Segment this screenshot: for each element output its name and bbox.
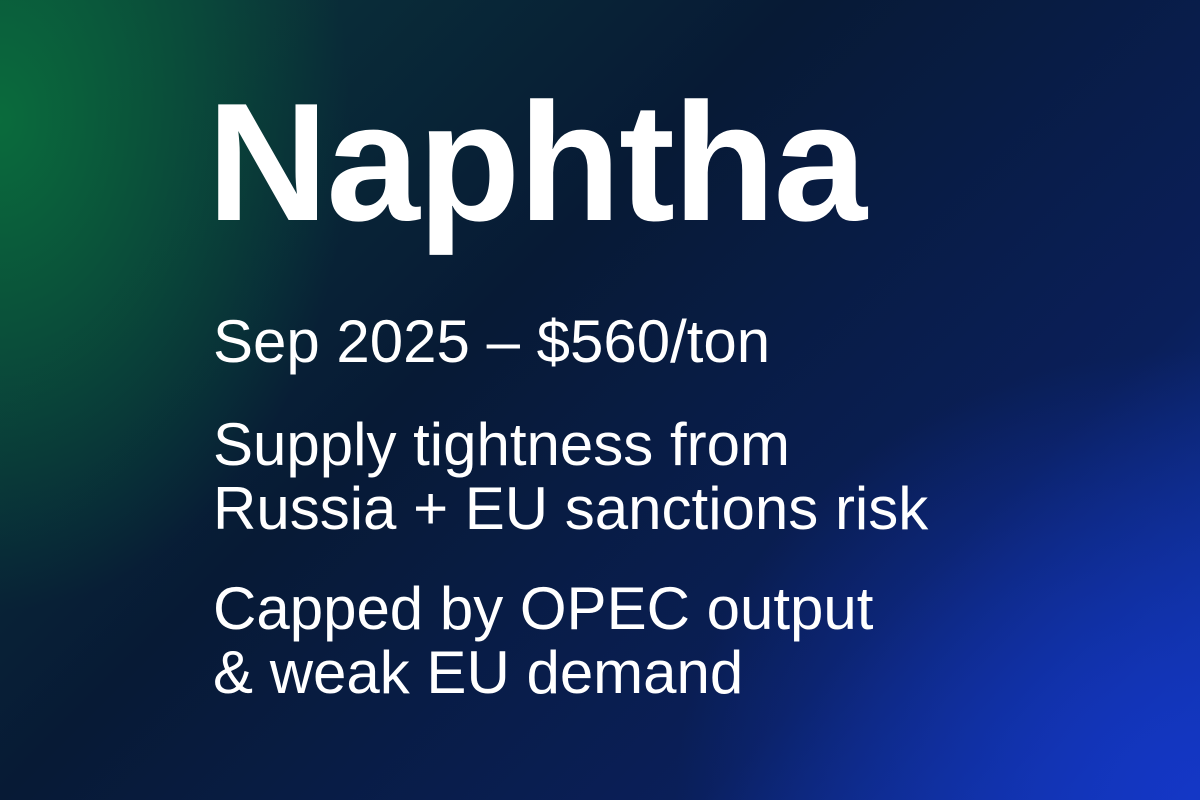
price-line: Sep 2025 – $560/ton	[213, 308, 771, 375]
page-title: Naphtha	[207, 68, 867, 256]
drivers-text: Supply tightness from Russia + EU sancti…	[213, 413, 928, 541]
caps-text: Capped by OPEC output & weak EU demand	[213, 577, 873, 705]
caps-line: Capped by OPEC output	[213, 575, 874, 642]
drivers-line: Supply tightness from	[213, 411, 790, 478]
caps-line: & weak EU demand	[213, 639, 744, 706]
drivers-line: Russia + EU sanctions risk	[213, 475, 929, 542]
